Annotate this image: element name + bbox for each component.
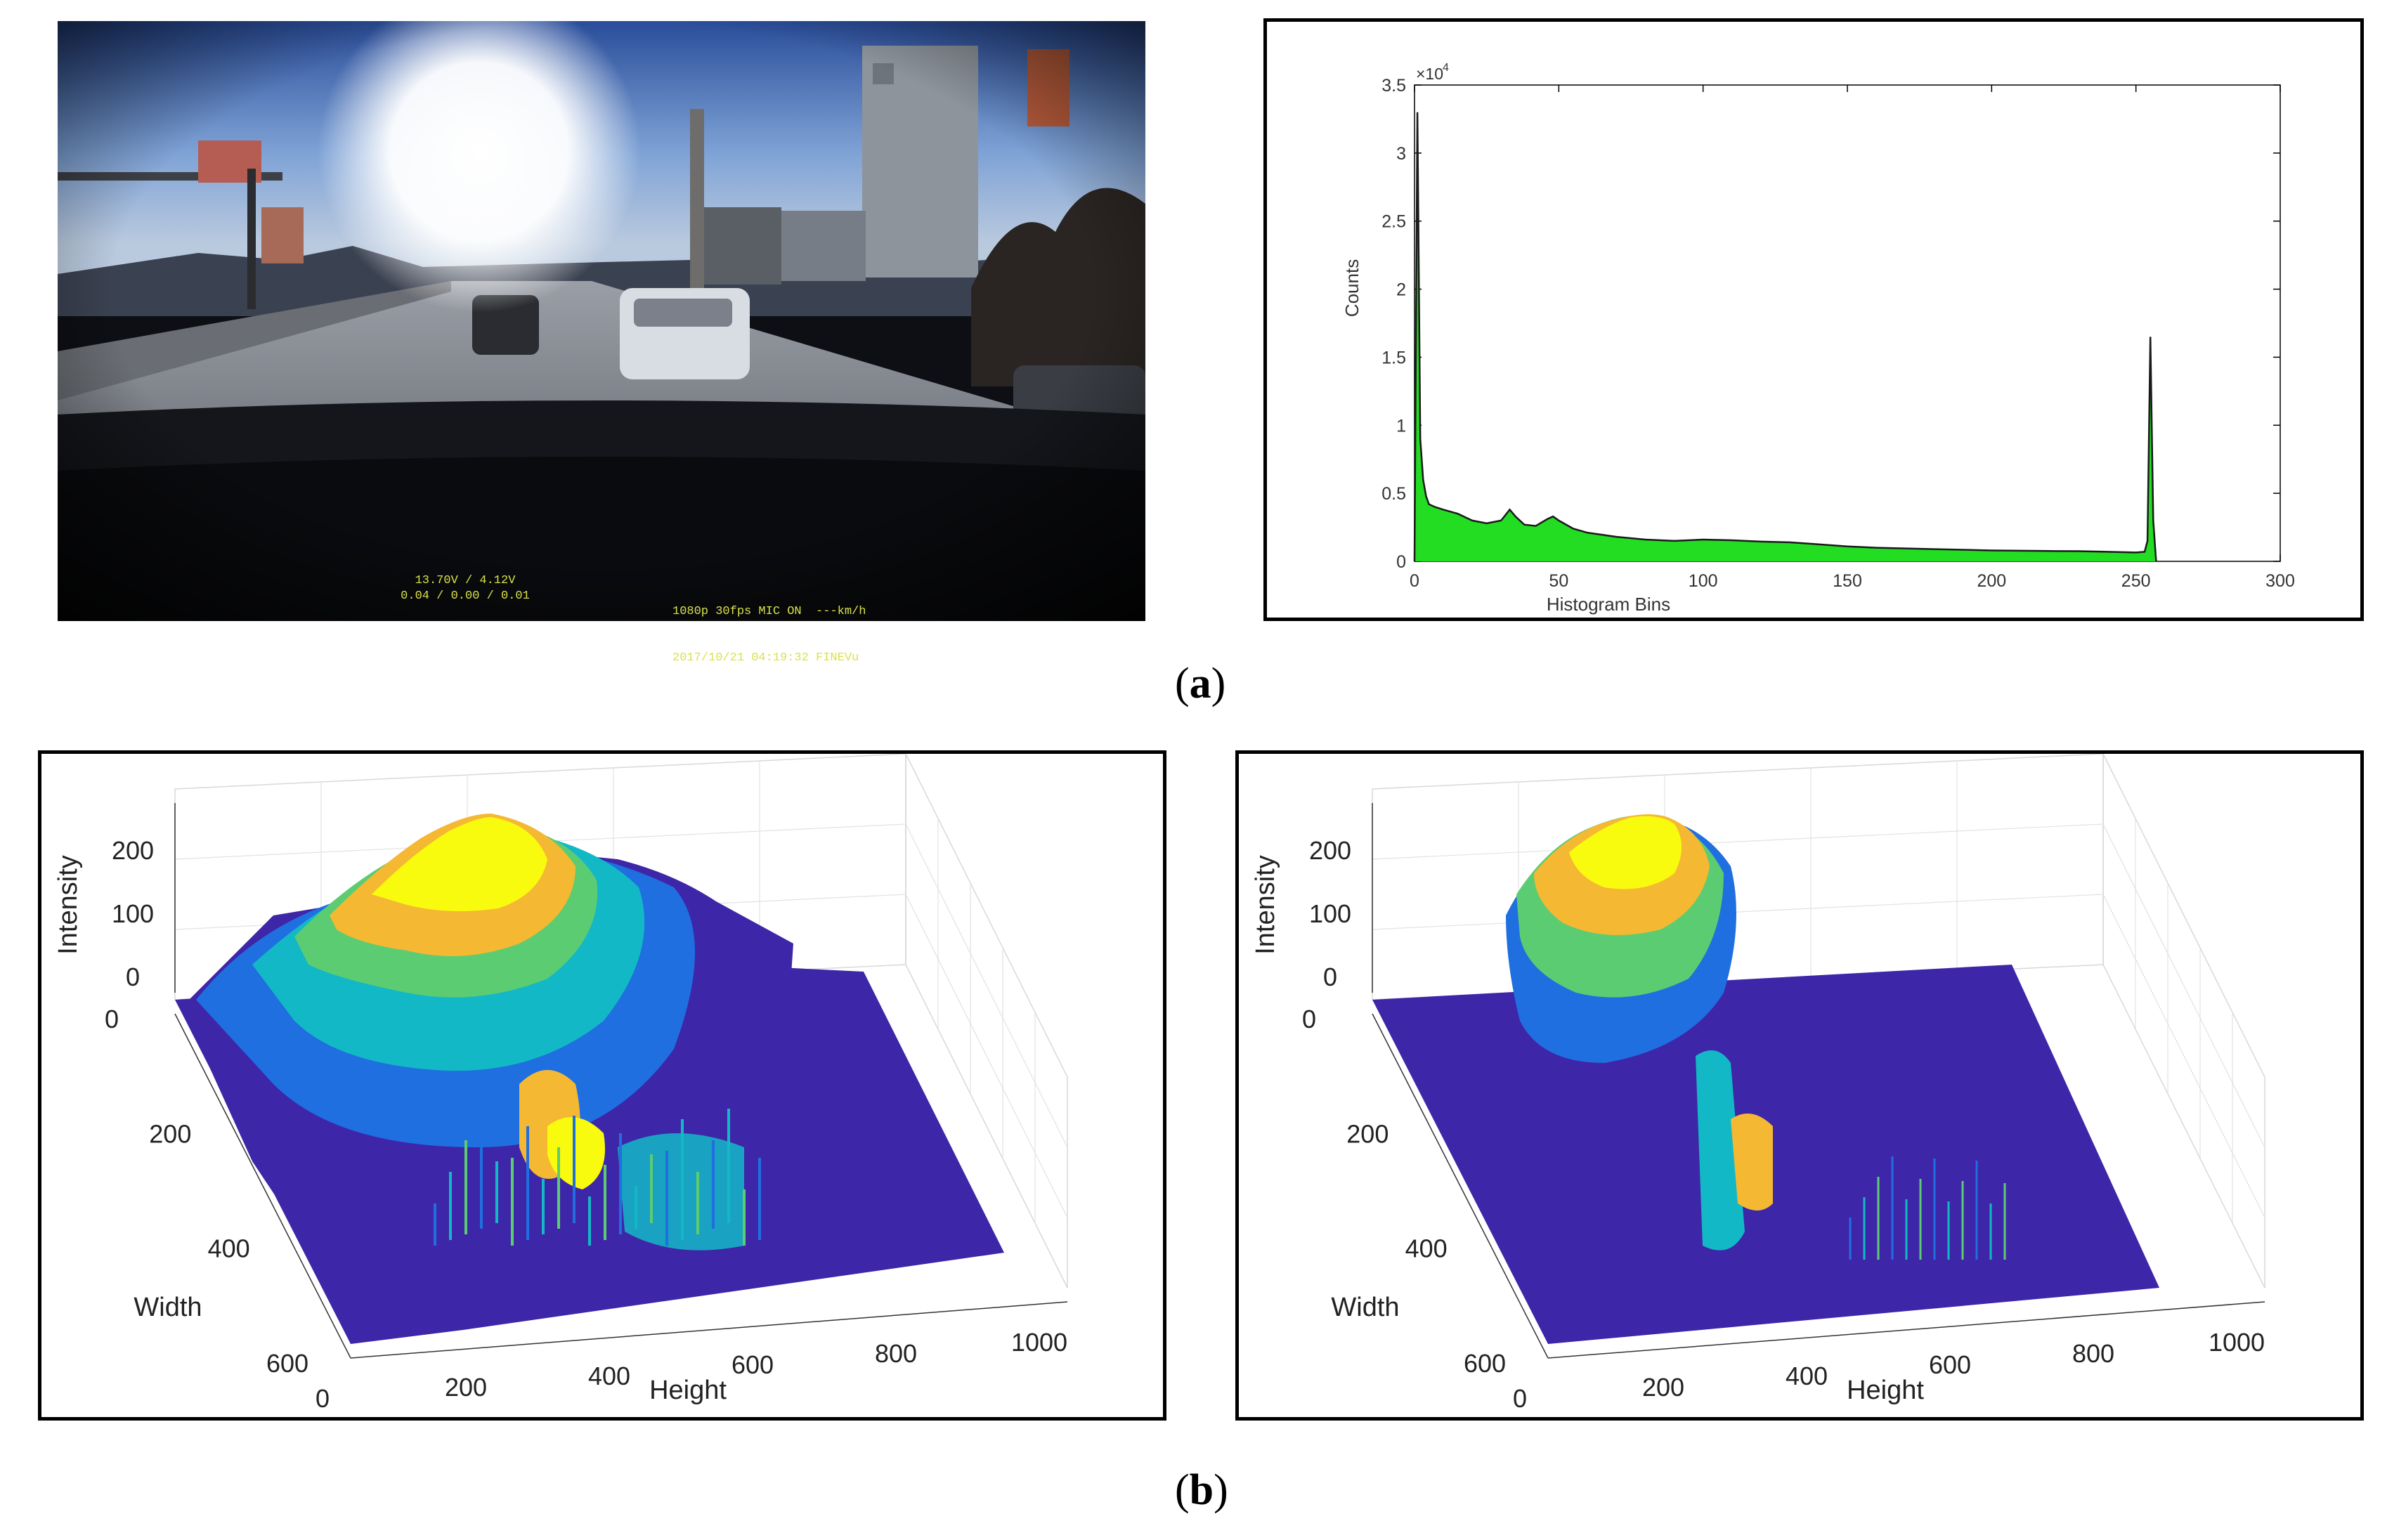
z-tick-label: 0 bbox=[1323, 962, 1337, 991]
histogram-line bbox=[1413, 112, 2157, 562]
y-multiplier-exponent: 4 bbox=[1443, 62, 1449, 74]
x-tick-label: 150 bbox=[1833, 571, 1862, 591]
grid-line bbox=[905, 894, 1068, 1218]
grid-line bbox=[1372, 894, 2104, 930]
x-tick-label: 250 bbox=[2121, 571, 2151, 591]
width-tick-label: 0 bbox=[1302, 1005, 1316, 1033]
x-tick-label: 0 bbox=[1410, 571, 1419, 591]
histogram-panel: 0 50 100 150 200 250 300 0 0.5 1 1.5 2 2.5 3 3.5 ×10 4 Hi… bbox=[1263, 18, 2364, 621]
width-axis-label: Width bbox=[1331, 1293, 1399, 1322]
z-tick-label: 0 bbox=[126, 962, 140, 991]
width-tick-label: 400 bbox=[208, 1234, 250, 1263]
width-axis bbox=[1372, 1013, 1549, 1359]
masked-peak bbox=[1569, 816, 1682, 889]
masked-column-top bbox=[1731, 1114, 1773, 1211]
width-axis-label: Width bbox=[134, 1293, 202, 1322]
height-tick-label: 400 bbox=[588, 1362, 630, 1390]
z-tick-label: 100 bbox=[1309, 899, 1351, 928]
height-tick-label: 800 bbox=[2072, 1339, 2114, 1368]
height-tick-label: 1000 bbox=[1011, 1328, 1067, 1357]
z-tick-label: 200 bbox=[112, 836, 154, 865]
y-axis-label: Counts bbox=[1341, 259, 1363, 317]
width-tick-label: 200 bbox=[1346, 1119, 1389, 1148]
width-tick-label: 0 bbox=[105, 1005, 119, 1033]
height-tick-label: 200 bbox=[1642, 1373, 1684, 1402]
y-tick-label: 2 bbox=[1396, 280, 1406, 300]
histogram-area bbox=[1415, 112, 2157, 561]
height-tick-label: 400 bbox=[1786, 1362, 1828, 1390]
caption-a: (a) bbox=[1175, 660, 1226, 707]
surface-panel-right: 0 100 200 0 200 400 600 0 200 400 600 800 1000 Intens… bbox=[1235, 750, 2364, 1421]
height-tick-label: 1000 bbox=[2209, 1328, 2265, 1357]
overlay-recording: 1080p 30fps MIC ON ---km/h bbox=[672, 605, 866, 618]
y-tick-label: 2.5 bbox=[1381, 212, 1406, 232]
x-tick-label: 200 bbox=[1977, 571, 2006, 591]
width-tick-label: 600 bbox=[266, 1349, 308, 1378]
y-tick-label: 3.5 bbox=[1381, 76, 1406, 96]
surface-peak bbox=[372, 817, 547, 911]
dashcam-scene bbox=[58, 21, 1145, 621]
overlay-gsensor: 0.04 / 0.00 / 0.01 bbox=[401, 589, 530, 603]
height-tick-label: 600 bbox=[1929, 1350, 1971, 1379]
histogram-chart: 0 50 100 150 200 250 300 0 0.5 1 1.5 2 2.5 3 3.5 ×104 Hi… bbox=[1341, 62, 2295, 615]
grid-line bbox=[2102, 894, 2265, 1218]
x-tick-label: 100 bbox=[1689, 571, 1718, 591]
height-axis-label: Height bbox=[649, 1376, 727, 1405]
caption-b: (b) bbox=[1175, 1466, 1228, 1514]
height-tick-label: 0 bbox=[1513, 1384, 1527, 1413]
grid-line bbox=[905, 823, 1068, 1148]
intensity-axis-label: Intensity bbox=[1251, 855, 1280, 955]
height-tick-label: 600 bbox=[731, 1350, 774, 1379]
width-tick-label: 400 bbox=[1405, 1234, 1448, 1263]
grid-line bbox=[1372, 823, 2104, 860]
height-tick-label: 800 bbox=[875, 1339, 917, 1368]
width-tick-label: 200 bbox=[149, 1119, 191, 1148]
back-wall bbox=[1372, 754, 2104, 1000]
dashcam-overlay-left: 13.70V / 4.12V 0.04 / 0.00 / 0.01 bbox=[353, 573, 578, 604]
overlay-voltage: 13.70V / 4.12V bbox=[415, 574, 516, 587]
surface-bump-2 bbox=[547, 1117, 605, 1189]
surface-panel-left: 0 100 200 0 200 400 600 0 200 400 600 800 1000 Intens… bbox=[38, 750, 1166, 1421]
y-tick-label: 0.5 bbox=[1381, 484, 1406, 504]
height-axis bbox=[350, 1301, 1068, 1359]
overlay-timestamp: 2017/10/21 04:19:32 FINEVu bbox=[672, 651, 859, 665]
height-axis-label: Height bbox=[1847, 1376, 1924, 1405]
y-tick-label: 3 bbox=[1396, 144, 1406, 164]
intensity-axis-label: Intensity bbox=[53, 855, 83, 955]
x-axis-label: Histogram Bins bbox=[1547, 594, 1670, 615]
caption-b-letter: b bbox=[1189, 1466, 1214, 1514]
y-multiplier: ×10 bbox=[1416, 65, 1443, 83]
masked-column bbox=[1696, 1050, 1745, 1251]
dashcam-photo: 13.70V / 4.12V 0.04 / 0.00 / 0.01 1080p … bbox=[58, 21, 1145, 665]
height-tick-label: 0 bbox=[316, 1384, 330, 1413]
width-tick-label: 600 bbox=[1464, 1349, 1506, 1378]
dashcam-overlay-right: 1080p 30fps MIC ON ---km/h 2017/10/21 04… bbox=[672, 573, 925, 697]
z-tick-label: 100 bbox=[112, 899, 154, 928]
y-tick-label: 1.5 bbox=[1381, 348, 1406, 367]
x-tick-label: 300 bbox=[2265, 571, 2295, 591]
width-axis bbox=[174, 1013, 351, 1359]
height-axis bbox=[1547, 1301, 2265, 1359]
x-tick-label: 50 bbox=[1549, 571, 1568, 591]
y-tick-label: 1 bbox=[1396, 416, 1406, 436]
height-tick-label: 200 bbox=[445, 1373, 487, 1402]
z-tick-label: 200 bbox=[1309, 836, 1351, 865]
y-tick-label: 0 bbox=[1396, 552, 1406, 572]
surface-plot-left: 0 100 200 0 200 400 600 0 200 400 600 800 1000 Intens… bbox=[53, 754, 1068, 1413]
grid-line bbox=[2102, 823, 2265, 1148]
caption-a-letter: a bbox=[1189, 660, 1211, 707]
